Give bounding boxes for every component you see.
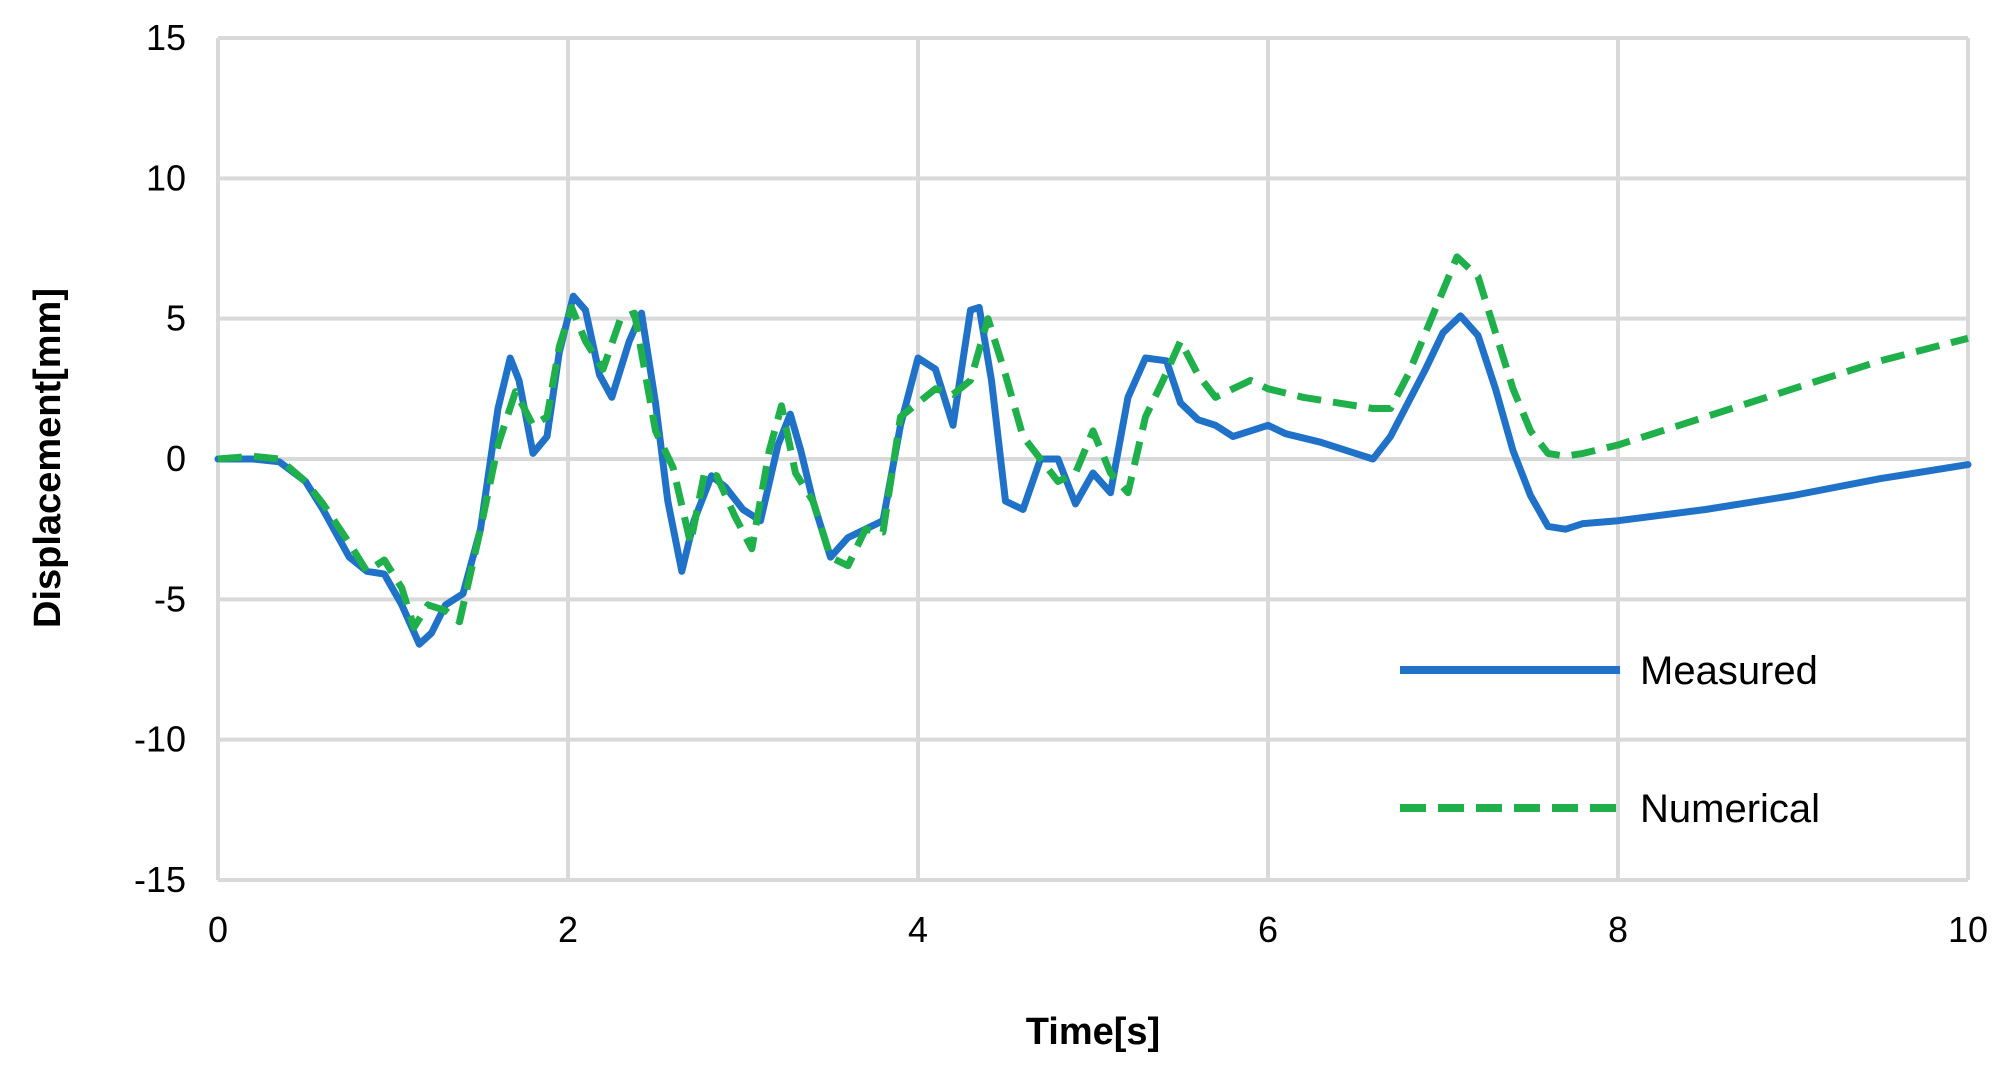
y-tick-label: 5: [166, 298, 186, 339]
x-tick-label: 4: [908, 909, 928, 950]
grid-layer: [216, 36, 1970, 882]
series-layer: [214, 253, 1972, 648]
x-tick-label: 8: [1608, 909, 1628, 950]
series-measured-line: [214, 292, 1972, 648]
x-tick-label: 6: [1258, 909, 1278, 950]
y-tick-label: 15: [146, 17, 186, 58]
y-axis-title: Displacement[mm]: [27, 288, 69, 628]
y-tick-label: -10: [134, 719, 186, 760]
x-tick-label: 2: [558, 909, 578, 950]
legend-label-measured: Measured: [1640, 649, 1818, 693]
legend: Measured Numerical: [1400, 649, 1820, 831]
y-tick-label: -15: [134, 859, 186, 900]
series-numerical-line: [217, 253, 1969, 631]
x-tick-label: 10: [1948, 909, 1988, 950]
x-axis-title: Time[s]: [1026, 1011, 1160, 1053]
y-tick-label: 10: [146, 157, 186, 198]
x-tick-label: 0: [208, 909, 228, 950]
legend-label-numerical: Numerical: [1640, 787, 1820, 831]
y-tick-label: 0: [166, 438, 186, 479]
y-tick-label: -5: [154, 578, 186, 619]
tick-layer: -15 -10 -5 0 5 10 15 0 2 4 6 8 10: [134, 17, 1988, 950]
